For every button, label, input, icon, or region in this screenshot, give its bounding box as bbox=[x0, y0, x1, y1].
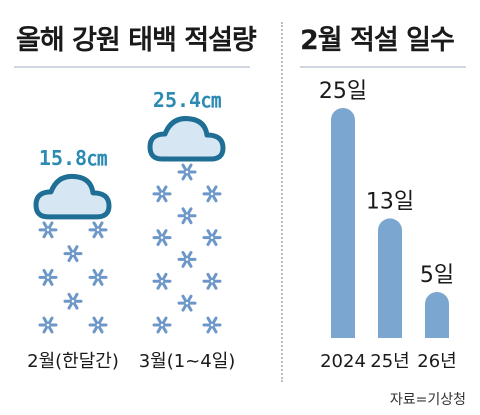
source-note: 자료=기상청 bbox=[389, 392, 466, 408]
snowflake-icon bbox=[202, 229, 222, 246]
snowflake-icon bbox=[152, 229, 172, 246]
snow-days-category-label: 2024 bbox=[320, 351, 366, 372]
snowfall-value-label: 25.4㎝ bbox=[153, 88, 221, 112]
snowflake-icon bbox=[38, 268, 58, 286]
snow-days-category-label: 25년 bbox=[370, 351, 409, 372]
snowflake-icon bbox=[202, 316, 222, 334]
snowflake-icon bbox=[202, 185, 222, 203]
panel-divider bbox=[281, 22, 283, 382]
cloud-icon bbox=[147, 116, 226, 162]
left-title-divider bbox=[14, 66, 250, 68]
snowflake-icon bbox=[152, 316, 172, 334]
snowflake-icon bbox=[152, 272, 172, 290]
snowflake-icon bbox=[202, 272, 222, 290]
snowflake-icon bbox=[63, 292, 83, 310]
snowflake-icon bbox=[177, 294, 197, 312]
snowflake-icon bbox=[88, 221, 108, 239]
snowflake-icon bbox=[177, 251, 197, 268]
snow-days-bar bbox=[425, 292, 449, 338]
snowflake-icon bbox=[152, 185, 172, 203]
snowflake-icon bbox=[88, 268, 108, 286]
snow-days-bar bbox=[378, 218, 402, 338]
snowfall-category-label: 2월(한달간) bbox=[27, 351, 119, 372]
cloud-icon bbox=[33, 173, 112, 220]
snow-days-value-label: 13일 bbox=[366, 189, 414, 214]
snow-days-value-label: 5일 bbox=[420, 263, 454, 288]
snowflake-icon bbox=[38, 221, 58, 239]
snow-days-value-label: 25일 bbox=[319, 79, 367, 104]
snow-days-bar bbox=[331, 108, 355, 338]
snowflake-icon bbox=[88, 316, 108, 334]
snowfall-category-label: 3월(1~4일) bbox=[139, 351, 236, 372]
snowflake-icon bbox=[177, 163, 197, 181]
snowfall-value-label: 15.8㎝ bbox=[39, 146, 107, 170]
left-chart-title: 올해 강원 태백 적설량 bbox=[16, 25, 257, 56]
snowflake-icon bbox=[38, 316, 58, 334]
snowflake-icon bbox=[177, 207, 197, 225]
right-title-divider bbox=[300, 66, 466, 68]
snowflake-icon bbox=[63, 245, 83, 263]
right-chart-title: 2월 적설 일수 bbox=[300, 25, 455, 56]
snow-days-category-label: 26년 bbox=[417, 351, 456, 372]
